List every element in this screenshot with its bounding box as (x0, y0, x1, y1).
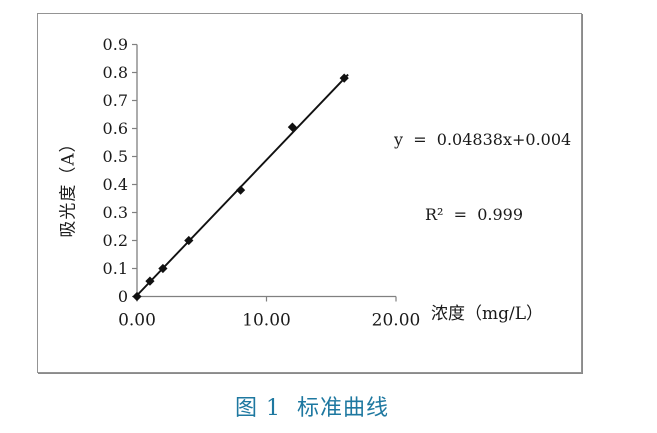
y-axis-title: 吸光度（A） (58, 134, 79, 238)
r-squared-line: R² = 0.999 (424, 205, 523, 224)
trendline-equation-block: y = 0.04838x+0.004 R² = 0.999 (394, 77, 572, 277)
figure-caption: 图 1 标准曲线 (235, 396, 389, 421)
equation-line: y = 0.04838x+0.004 (394, 130, 572, 149)
x-axis-title: 浓度（mg/L） (431, 304, 544, 324)
